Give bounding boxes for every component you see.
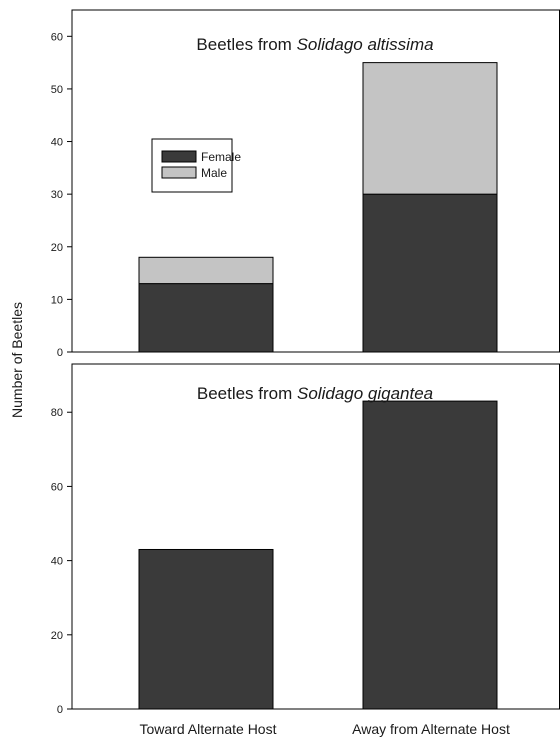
x-category-label-toward: Toward Alternate Host xyxy=(140,721,277,737)
panel-title: Beetles from Solidago altissima xyxy=(196,35,433,54)
legend-label-male: Male xyxy=(201,166,227,180)
legend-swatch-male xyxy=(161,166,197,179)
bar-female-away xyxy=(362,400,498,710)
panel-title-prefix: Beetles from xyxy=(196,35,296,54)
bar-male-toward xyxy=(138,256,274,285)
y-tick-label: 20 xyxy=(51,630,63,642)
bar-female-toward xyxy=(138,548,274,710)
bar-female-away xyxy=(362,193,498,353)
panel-solidago-gigantea: 0 20 40 60 80 Beetles from Solidago gigantea xyxy=(51,363,560,716)
y-tick-label: 40 xyxy=(51,137,63,149)
bar-male-away xyxy=(362,62,498,195)
panel-solidago-altissima: 0 10 20 30 40 50 60 Beetles from Solidago altis… xyxy=(51,9,560,359)
legend-label-female: Female xyxy=(201,150,241,164)
panel-title: Beetles from Solidago gigantea xyxy=(197,384,433,403)
y-tick-label: 0 xyxy=(57,704,63,716)
legend-box xyxy=(151,138,233,193)
panel-title-prefix: Beetles from xyxy=(197,384,297,403)
y-tick-label: 50 xyxy=(51,84,63,96)
x-category-label-away: Away from Alternate Host xyxy=(352,721,510,737)
y-tick-label: 20 xyxy=(51,242,63,254)
y-tick-label: 80 xyxy=(51,407,63,419)
y-tick-label: 60 xyxy=(51,31,63,43)
bar-female-toward xyxy=(138,283,274,353)
y-tick-label: 30 xyxy=(51,189,63,201)
panel-title-species: Solidago gigantea xyxy=(297,384,433,403)
y-tick-label: 60 xyxy=(51,481,63,493)
y-tick-label: 0 xyxy=(57,347,63,359)
y-tick-label: 40 xyxy=(51,556,63,568)
y-axis-label: Number of Beetles xyxy=(9,302,25,418)
panel-title-species: Solidago altissima xyxy=(297,35,434,54)
y-tick-label: 10 xyxy=(51,294,63,306)
legend-swatch-female xyxy=(161,150,197,163)
